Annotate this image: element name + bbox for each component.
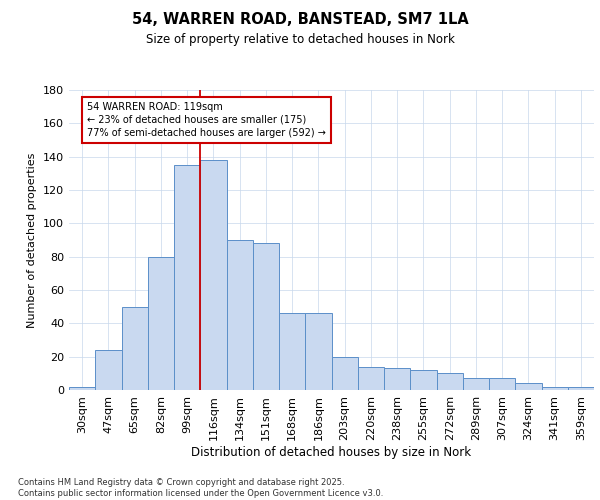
- Bar: [148, 256, 174, 390]
- Bar: [542, 386, 568, 390]
- Bar: [437, 374, 463, 390]
- Bar: [568, 386, 594, 390]
- Bar: [489, 378, 515, 390]
- Text: Size of property relative to detached houses in Nork: Size of property relative to detached ho…: [146, 32, 454, 46]
- Text: 54, WARREN ROAD, BANSTEAD, SM7 1LA: 54, WARREN ROAD, BANSTEAD, SM7 1LA: [131, 12, 469, 28]
- Bar: [463, 378, 489, 390]
- Bar: [253, 244, 279, 390]
- Bar: [121, 306, 148, 390]
- Bar: [384, 368, 410, 390]
- Bar: [227, 240, 253, 390]
- Bar: [515, 384, 542, 390]
- Text: 54 WARREN ROAD: 119sqm
← 23% of detached houses are smaller (175)
77% of semi-de: 54 WARREN ROAD: 119sqm ← 23% of detached…: [87, 102, 326, 138]
- Bar: [174, 165, 200, 390]
- Bar: [358, 366, 384, 390]
- Bar: [200, 160, 227, 390]
- Y-axis label: Number of detached properties: Number of detached properties: [28, 152, 37, 328]
- Bar: [95, 350, 121, 390]
- Bar: [69, 386, 95, 390]
- Bar: [279, 314, 305, 390]
- Text: Contains HM Land Registry data © Crown copyright and database right 2025.
Contai: Contains HM Land Registry data © Crown c…: [18, 478, 383, 498]
- X-axis label: Distribution of detached houses by size in Nork: Distribution of detached houses by size …: [191, 446, 472, 458]
- Bar: [331, 356, 358, 390]
- Bar: [305, 314, 331, 390]
- Bar: [410, 370, 437, 390]
